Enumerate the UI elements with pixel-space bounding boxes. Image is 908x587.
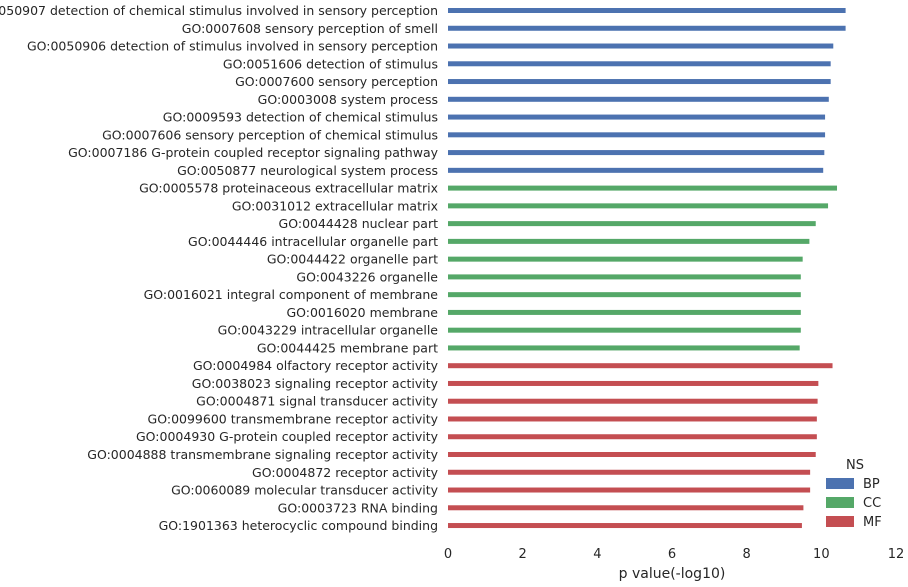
category-label-6: GO:0003008 system process [258, 92, 438, 107]
category-label-26: GO:0004888 transmembrane signaling recep… [87, 447, 438, 462]
category-label-12: GO:0031012 extracellular matrix [232, 198, 438, 213]
category-label-5: GO:0007600 sensory perception [235, 74, 438, 89]
legend-label-cc: CC [863, 496, 881, 511]
category-label-10: GO:0050877 neurological system process [177, 163, 438, 178]
bar-22 [448, 380, 819, 386]
bar-10 [448, 167, 824, 173]
bar-12 [448, 203, 829, 209]
category-label-21: GO:0004984 olfactory receptor activity [193, 358, 439, 373]
category-labels-layer: GO:0050907 detection of chemical stimulu… [0, 3, 439, 533]
legend-swatch-mf [826, 516, 854, 527]
category-label-29: GO:0003723 RNA binding [278, 500, 438, 515]
legend-title: NS [846, 458, 864, 473]
bar-4 [448, 61, 831, 67]
category-label-13: GO:0044428 nuclear part [279, 216, 439, 231]
bar-2 [448, 25, 846, 31]
category-label-18: GO:0016020 membrane [286, 305, 438, 320]
bar-25 [448, 434, 817, 440]
category-label-19: GO:0043229 intracellular organelle [218, 323, 439, 338]
category-label-27: GO:0004872 receptor activity [252, 465, 439, 480]
x-tick-label-3: 4 [593, 547, 601, 562]
x-tick-label-7: 12 [888, 547, 905, 562]
category-label-25: GO:0004930 G-protein coupled receptor ac… [136, 429, 439, 444]
x-ticks-layer: 0 2 4 6 8 10 12 [444, 547, 904, 562]
category-label-30: GO:1901363 heterocyclic compound binding [159, 518, 438, 533]
legend-swatch-bp [826, 478, 854, 489]
category-label-23: GO:0004871 signal transducer activity [196, 394, 438, 409]
bar-27 [448, 469, 811, 475]
category-label-8: GO:0007606 sensory perception of chemica… [102, 127, 438, 142]
category-label-15: GO:0044422 organelle part [267, 252, 438, 267]
bar-18 [448, 309, 801, 315]
category-label-7: GO:0009593 detection of chemical stimulu… [163, 110, 438, 125]
bar-3 [448, 43, 834, 49]
legend-swatch-cc [826, 497, 854, 508]
bar-13 [448, 221, 816, 227]
bar-29 [448, 505, 804, 511]
category-label-11: GO:0005578 proteinaceous extracellular m… [139, 181, 438, 196]
bar-14 [448, 238, 810, 244]
x-axis-label: p value(-log10) [619, 566, 726, 582]
bars-layer [448, 8, 846, 529]
bar-19 [448, 327, 801, 333]
category-label-22: GO:0038023 signaling receptor activity [192, 376, 439, 391]
category-label-4: GO:0051606 detection of stimulus [223, 56, 438, 71]
category-label-16: GO:0043226 organelle [296, 269, 438, 284]
legend-label-mf: MF [863, 515, 882, 530]
bar-1 [448, 8, 846, 13]
category-label-28: GO:0060089 molecular transducer activity [171, 483, 439, 498]
bar-23 [448, 398, 818, 404]
bar-21 [448, 363, 833, 369]
bar-5 [448, 79, 831, 85]
bar-6 [448, 96, 829, 102]
bar-11 [448, 185, 838, 191]
bar-26 [448, 452, 816, 457]
bar-24 [448, 416, 817, 422]
x-tick-label-2: 2 [519, 547, 527, 562]
legend-label-bp: BP [863, 477, 880, 492]
x-tick-label-4: 6 [668, 547, 676, 562]
bar-16 [448, 274, 801, 280]
bar-8 [448, 132, 826, 138]
x-tick-label-5: 8 [743, 547, 751, 562]
category-label-1: GO:0050907 detection of chemical stimulu… [0, 3, 438, 18]
category-label-17: GO:0016021 integral component of membran… [144, 287, 439, 302]
bar-30 [448, 523, 802, 529]
category-label-3: GO:0050906 detection of stimulus involve… [27, 39, 438, 54]
category-label-24: GO:0099600 transmembrane receptor activi… [148, 411, 439, 426]
x-tick-label-6: 10 [813, 547, 830, 562]
category-label-20: GO:0044425 membrane part [257, 340, 438, 355]
bar-9 [448, 150, 825, 156]
x-tick-label-1: 0 [444, 547, 452, 562]
bar-7 [448, 114, 826, 120]
legend: NS BP CC MF [826, 458, 882, 530]
bar-17 [448, 292, 801, 298]
bar-20 [448, 345, 800, 351]
bar-28 [448, 487, 811, 493]
category-label-9: GO:0007186 G-protein coupled receptor si… [68, 145, 439, 160]
category-label-2: GO:0007608 sensory perception of smell [182, 21, 438, 36]
bar-15 [448, 256, 803, 262]
category-label-14: GO:0044446 intracellular organelle part [188, 234, 438, 249]
